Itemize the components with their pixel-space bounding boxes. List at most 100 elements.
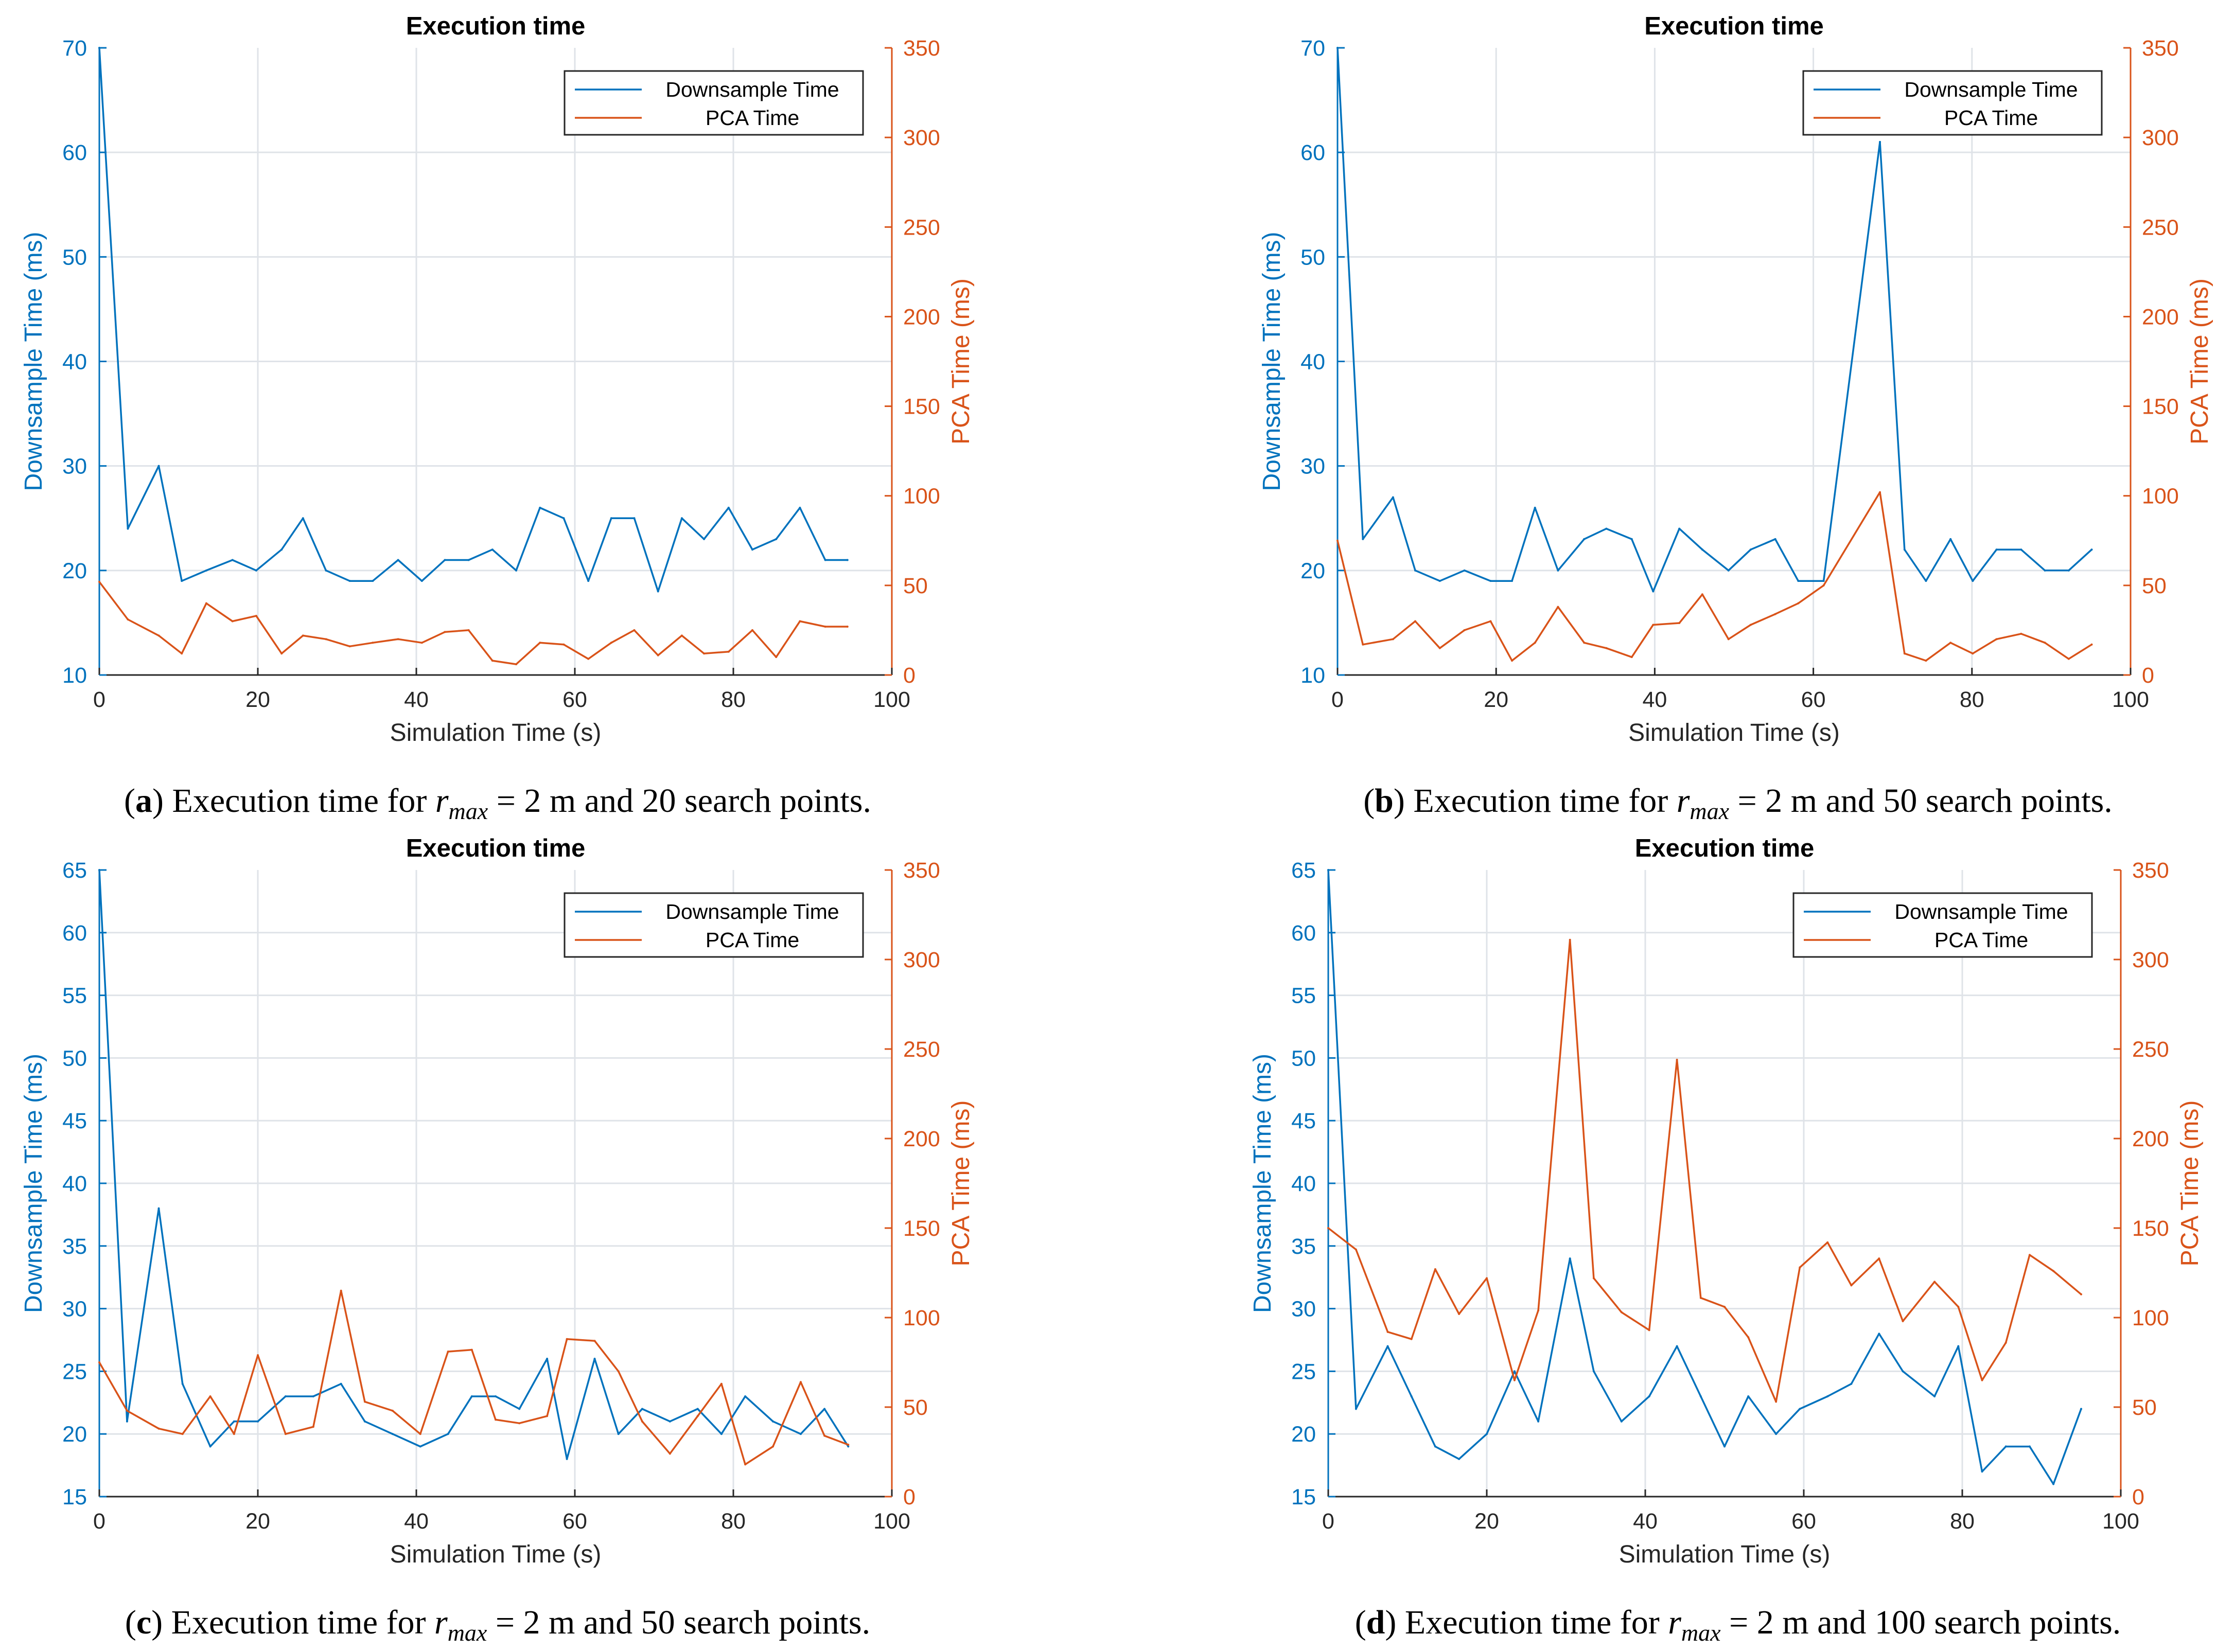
pca-time-point [2080,1293,2082,1295]
downsample-time-point [562,517,565,520]
legend-box [564,70,864,136]
caption-prefix: Execution time for [172,782,435,820]
caption-paren-open: ( [125,1604,136,1641]
pca-time-point [491,660,494,662]
pca-time-point [2028,1254,2031,1256]
chart-title: Execution time [1635,834,1815,862]
left-y-tick-label: 10 [1300,663,1325,688]
downsample-time-point [1605,527,1608,530]
caption-r-symbol: r [435,782,449,820]
downsample-time-point [2052,1483,2055,1485]
x-tick-label: 100 [873,687,910,712]
downsample-time-point [233,1420,235,1423]
downsample-time-point [1355,1408,1357,1410]
left-y-tick-label: 60 [1291,921,1316,946]
right-y-tick-label: 350 [2142,36,2179,61]
downsample-time-point [2067,569,2070,572]
downsample-time-point [1592,1370,1595,1373]
left-y-axis-label: Downsample Time (ms) [1249,1054,1276,1313]
pca-time-point [1775,1400,1778,1403]
pca-time-point [1583,642,1586,644]
pca-time-point [799,1381,802,1383]
right-y-tick-label: 100 [903,484,940,509]
pca-time-point [1774,613,1776,615]
x-axis-label: Simulation Time (s) [1628,719,1840,747]
downsample-time-point [205,569,207,572]
pca-time-point [444,631,446,633]
downsample-time-point [447,1433,449,1435]
downsample-time-point [1774,538,1776,540]
pca-time-point [1701,593,1703,596]
downsample-time-point [824,559,826,561]
downsample-time-point [1826,1395,1829,1398]
x-tick-label: 100 [2112,687,2149,712]
pca-time-point [1605,647,1608,649]
downsample-time-point [1723,1445,1726,1448]
pca-time-point [302,634,304,637]
downsample-time-point [744,1395,747,1398]
right-y-tick-label: 50 [903,1395,928,1420]
x-tick-label: 0 [1331,687,1344,712]
downsample-time-point [1489,580,1492,582]
pca-time-line [98,1290,849,1466]
pca-time-point [205,602,207,605]
pca-time-point [1410,1338,1413,1340]
downsample-time-point [1327,869,1329,871]
pca-time-point [1489,620,1492,623]
downsample-time-point [696,1408,699,1410]
downsample-time-point [1799,1408,1801,1410]
legend-label-pca: PCA Time [706,928,799,952]
downsample-time-point [657,590,659,593]
left-y-tick-label: 20 [62,559,87,583]
pca-time-point [2067,658,2070,660]
left-y-axis-label: Downsample Time (ms) [20,1054,47,1313]
left-y-tick-label: 15 [1291,1485,1316,1509]
legend-label-downsample: Downsample Time [1904,78,2078,101]
legend: Downsample Time PCA Time [1802,70,2103,136]
right-y-tick-label: 200 [2132,1127,2169,1151]
downsample-time-point [157,1207,160,1210]
pca-time-point [669,1452,671,1455]
pca-time-point [1620,1311,1623,1313]
pca-time-point [518,1422,521,1425]
left-y-tick-label: 25 [62,1359,87,1384]
left-y-tick-label: 45 [62,1109,87,1133]
downsample-time-point [799,1433,802,1435]
pca-time-point [1355,1248,1357,1251]
pca-time-point [566,1338,568,1340]
downsample-time-point [1392,496,1394,499]
x-tick-label: 60 [562,687,587,712]
downsample-time-line [98,869,849,1460]
caption-subscript: max [1681,1620,1721,1646]
right-y-tick-label: 250 [903,215,940,240]
x-tick-label: 20 [245,1509,270,1534]
left-y-tick-label: 50 [62,1046,87,1071]
pca-time-point [1723,1306,1726,1308]
caption-label: c [136,1604,151,1641]
chart-title: Execution time [406,834,586,862]
downsample-time-point [1458,1458,1461,1460]
x-tick-label: 20 [1484,687,1508,712]
x-tick-label: 20 [245,687,270,712]
downsample-time-point [593,1358,596,1360]
downsample-time-point [703,538,706,540]
downsample-time-point [1557,569,1559,572]
downsample-time-point [1648,1395,1650,1398]
pca-time-point [1537,1309,1540,1312]
x-tick-label: 80 [1960,687,1984,712]
downsample-time-point [470,1395,473,1398]
pca-time-point [799,620,801,623]
downsample-time-point [1620,1420,1623,1423]
right-y-tick-label: 0 [2132,1485,2144,1509]
pca-time-point [680,634,683,637]
downsample-time-point [1747,1395,1750,1398]
pca-time-point [846,625,849,628]
pca-time-point [617,1370,620,1373]
pca-time-point [1327,1227,1329,1229]
downsample-time-point [1925,580,1927,582]
pca-time-point [1903,652,1906,655]
pca-time-point [1957,1306,1960,1308]
right-y-tick-label: 100 [2132,1306,2169,1330]
pca-time-point [1676,1058,1678,1061]
downsample-time-point [772,1420,774,1423]
